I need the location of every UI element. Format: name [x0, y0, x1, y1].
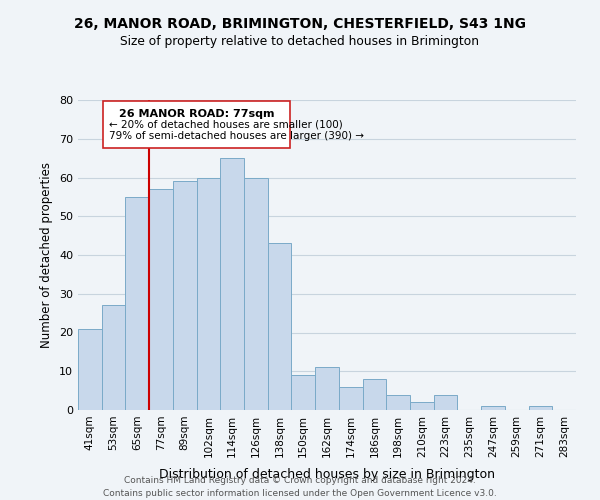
- X-axis label: Distribution of detached houses by size in Brimington: Distribution of detached houses by size …: [159, 468, 495, 481]
- Bar: [220, 158, 244, 410]
- Bar: [339, 387, 362, 410]
- Bar: [315, 368, 339, 410]
- Text: Contains HM Land Registry data © Crown copyright and database right 2024.: Contains HM Land Registry data © Crown c…: [124, 476, 476, 485]
- Bar: [481, 406, 505, 410]
- Text: 79% of semi-detached houses are larger (390) →: 79% of semi-detached houses are larger (…: [109, 131, 364, 141]
- Bar: [410, 402, 434, 410]
- Text: 26, MANOR ROAD, BRIMINGTON, CHESTERFIELD, S43 1NG: 26, MANOR ROAD, BRIMINGTON, CHESTERFIELD…: [74, 18, 526, 32]
- FancyBboxPatch shape: [103, 101, 290, 148]
- Text: Size of property relative to detached houses in Brimington: Size of property relative to detached ho…: [121, 35, 479, 48]
- Text: ← 20% of detached houses are smaller (100): ← 20% of detached houses are smaller (10…: [109, 120, 343, 130]
- Bar: [529, 406, 552, 410]
- Bar: [244, 178, 268, 410]
- Bar: [197, 178, 220, 410]
- Bar: [78, 328, 102, 410]
- Bar: [125, 197, 149, 410]
- Bar: [149, 189, 173, 410]
- Y-axis label: Number of detached properties: Number of detached properties: [40, 162, 53, 348]
- Text: Contains public sector information licensed under the Open Government Licence v3: Contains public sector information licen…: [103, 489, 497, 498]
- Bar: [386, 394, 410, 410]
- Bar: [434, 394, 457, 410]
- Bar: [268, 244, 292, 410]
- Bar: [292, 375, 315, 410]
- Bar: [362, 379, 386, 410]
- Bar: [173, 182, 197, 410]
- Text: 26 MANOR ROAD: 77sqm: 26 MANOR ROAD: 77sqm: [119, 108, 274, 118]
- Bar: [102, 306, 125, 410]
